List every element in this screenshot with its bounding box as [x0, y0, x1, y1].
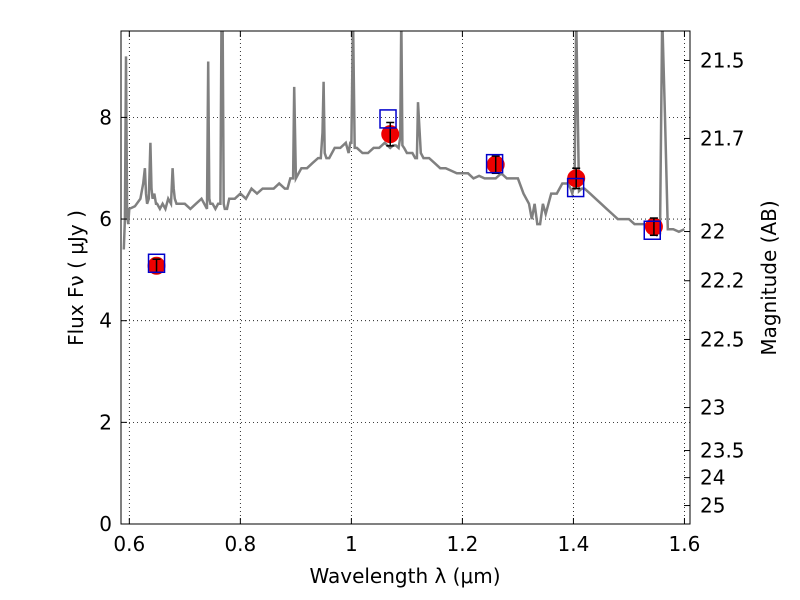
y2-tick-label: 22.2 [700, 269, 745, 293]
x-tick-label: 1 [345, 532, 358, 556]
model-point [379, 109, 397, 129]
y-tick-label: 0 [99, 512, 112, 536]
y-axis-right: 21.5 21.7 22 22.2 22.5 23 23.5 24 25 [684, 48, 745, 518]
model-points [147, 109, 662, 274]
model-point [566, 177, 585, 198]
x-axis-label: Wavelength λ (μm) [309, 564, 500, 588]
plot-frame [120, 30, 691, 525]
plot-area [122, 31, 685, 275]
y2-tick-label: 25 [700, 494, 725, 518]
spectrum-line [122, 31, 685, 250]
model-point [485, 153, 504, 174]
y-tick-label: 8 [99, 105, 112, 129]
model-point [643, 220, 662, 240]
x-axis: 0.6 0.8 1 1.2 1.4 1.6 [113, 31, 700, 556]
x-tick-label: 0.6 [113, 532, 145, 556]
x-tick-label: 1.4 [558, 532, 590, 556]
model-point [147, 253, 166, 274]
y2-tick-label: 24 [700, 466, 725, 490]
y2-tick-label: 23 [700, 396, 725, 420]
x-tick-label: 1.2 [446, 532, 478, 556]
x-tick-label: 0.8 [224, 532, 256, 556]
y2-tick-label: 21.7 [700, 126, 745, 150]
y-axis-label: Flux Fν ( μJy ) [64, 210, 88, 346]
y-axis-left: 0 2 4 6 8 [99, 105, 127, 536]
y-tick-label: 4 [99, 309, 112, 333]
y2-tick-label: 22.5 [700, 327, 745, 351]
y2-tick-label: 23.5 [700, 439, 745, 463]
x-tick-label: 1.6 [669, 532, 701, 556]
y-tick-label: 2 [99, 410, 112, 434]
y-tick-label: 6 [99, 207, 112, 231]
y-axis-right-label: Magnitude (AB) [757, 200, 781, 355]
y2-tick-label: 21.5 [700, 48, 745, 72]
grid [121, 31, 690, 525]
y2-tick-label: 22 [700, 220, 725, 244]
